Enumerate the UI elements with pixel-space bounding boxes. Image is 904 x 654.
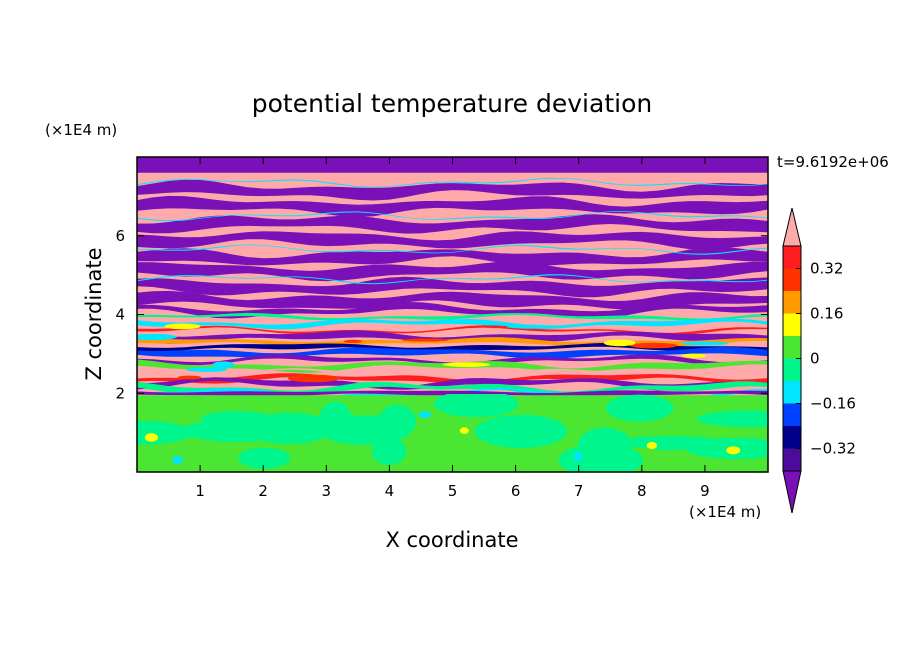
mixed-streak — [137, 368, 768, 378]
colorbar-segment — [783, 336, 801, 359]
colorbar-segment — [783, 403, 801, 426]
upper-stripes — [137, 157, 768, 310]
time-label: t=9.6192e+06 — [777, 153, 889, 171]
mixed-patch — [137, 333, 177, 341]
colorbar-segment — [783, 268, 801, 291]
lower-spot — [459, 427, 469, 435]
lower-layer — [137, 394, 768, 472]
lower-patch — [204, 427, 298, 441]
lower-spot — [726, 446, 741, 455]
colorbar-over-arrow — [782, 207, 802, 247]
edge-accent — [137, 177, 768, 188]
contour-field — [137, 157, 768, 472]
lower-patch — [377, 404, 417, 438]
mixed-patch — [681, 353, 706, 359]
colorbar-tick-label: −0.32 — [810, 440, 856, 458]
lower-patch — [371, 437, 407, 465]
mixed-patch — [506, 324, 555, 329]
lower-patch — [434, 394, 519, 418]
lower-patch — [137, 420, 195, 445]
purple-stripe — [137, 214, 768, 234]
colorbar-under-arrow — [782, 470, 802, 514]
mixed-streak — [137, 354, 768, 367]
x-unit-label: (×1E4 m) — [689, 503, 761, 521]
mixed-patch — [680, 341, 729, 346]
lower-patch — [201, 410, 274, 427]
y-tick-label: 4 — [115, 306, 125, 324]
mixed-patch — [177, 375, 202, 380]
y-unit-label: (×1E4 m) — [45, 121, 117, 139]
mixed-streak — [137, 302, 768, 319]
mixed-patch — [164, 323, 201, 330]
mixed-patch — [186, 367, 228, 372]
mixed-patch — [603, 339, 636, 347]
lower-patch — [685, 437, 768, 460]
colorbar: 0.32 0.16 0 −0.16 −0.32 — [782, 207, 856, 514]
lower-patch — [696, 410, 768, 428]
purple-stripe — [137, 290, 768, 310]
colorbar-segment — [783, 381, 801, 404]
purple-stripe — [137, 261, 768, 282]
colorbar-tick-label: 0.32 — [810, 260, 843, 278]
purple-stripe — [137, 247, 768, 266]
y-axis-label: Z coordinate — [82, 247, 106, 380]
edge-accent — [137, 274, 768, 285]
y-tick-label: 2 — [115, 384, 125, 402]
mixed-patch — [629, 342, 678, 349]
y-tick-label: 6 — [115, 227, 125, 245]
lower-spot — [418, 411, 432, 418]
colorbar-tick-label: −0.16 — [810, 395, 856, 413]
mixed-patch — [442, 362, 491, 367]
mixed-patch — [287, 374, 340, 383]
colorbar-segment — [783, 358, 801, 381]
colorbar-segment — [783, 246, 801, 269]
x-tick-label: 6 — [511, 482, 521, 500]
mixed-streak — [137, 330, 768, 344]
purple-stripe — [137, 276, 768, 298]
mixed-streak — [137, 325, 768, 336]
top-purple-band — [137, 157, 768, 173]
colorbar-segment — [783, 448, 801, 471]
lower-patch — [474, 414, 568, 449]
colorbar-tick-label: 0.16 — [810, 305, 843, 323]
lower-spot — [144, 433, 159, 442]
lower-patch — [558, 443, 644, 472]
colorbar-segment — [783, 426, 801, 449]
edge-accent — [137, 244, 768, 255]
mixed-patch — [343, 339, 363, 343]
lower-patch — [238, 447, 291, 469]
mixed-streak — [137, 312, 768, 321]
mixed-patch — [402, 338, 449, 342]
lower-patch — [605, 394, 674, 422]
mixed-streak — [137, 318, 768, 330]
x-axis-ticks: 1 2 3 4 5 6 7 8 9 — [195, 157, 710, 500]
colorbar-tick-label: 0 — [810, 350, 820, 368]
x-tick-label: 9 — [700, 482, 710, 500]
x-tick-label: 3 — [322, 482, 332, 500]
colorbar-segment — [783, 291, 801, 314]
purple-stripe — [137, 231, 768, 250]
colorbar-segment — [783, 313, 801, 336]
purple-stripe — [137, 179, 768, 201]
x-tick-label: 8 — [637, 482, 647, 500]
boundary-stripe — [137, 390, 768, 397]
x-tick-label: 7 — [574, 482, 584, 500]
lower-spot — [573, 452, 583, 462]
lower-spot — [646, 441, 658, 450]
x-tick-label: 1 — [195, 482, 205, 500]
x-tick-label: 2 — [258, 482, 268, 500]
x-tick-label: 5 — [448, 482, 458, 500]
mixed-patch — [212, 361, 235, 369]
chart-title: potential temperature deviation — [252, 89, 652, 118]
x-tick-label: 4 — [385, 482, 395, 500]
lower-spot — [172, 455, 183, 464]
y-axis-ticks: 2 4 6 — [115, 227, 768, 402]
x-axis-label: X coordinate — [385, 528, 518, 552]
